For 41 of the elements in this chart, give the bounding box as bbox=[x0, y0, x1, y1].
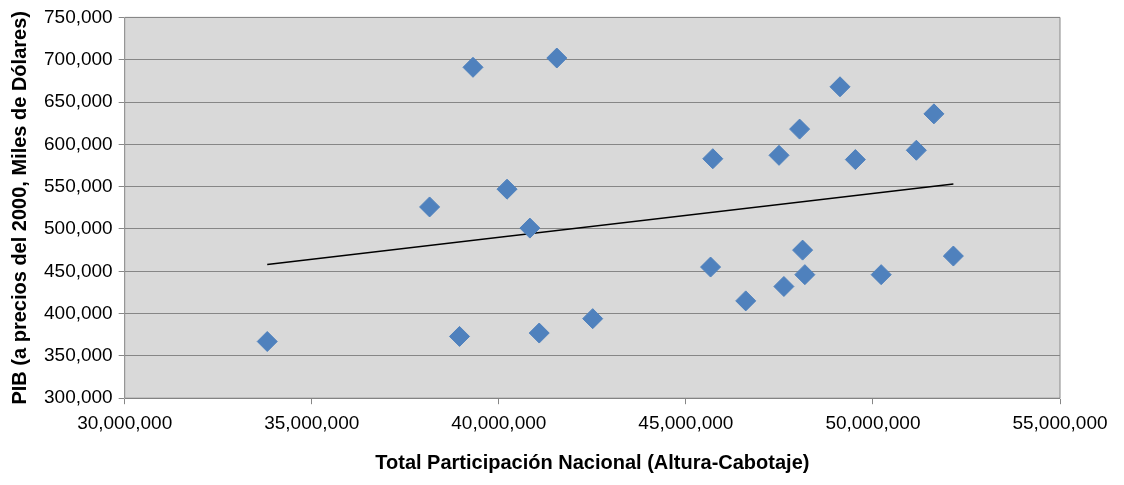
point bbox=[700, 256, 722, 278]
point bbox=[829, 76, 851, 98]
point bbox=[449, 325, 471, 347]
x-axis-title: Total Participación Nacional (Altura-Cabotaje) bbox=[375, 450, 810, 473]
point bbox=[942, 245, 964, 267]
point bbox=[923, 103, 945, 125]
point bbox=[792, 239, 814, 261]
point bbox=[735, 290, 757, 312]
point bbox=[528, 322, 550, 344]
point bbox=[546, 47, 568, 69]
y-tick-label: 600,000 bbox=[43, 132, 113, 154]
y-tick-label: 500,000 bbox=[43, 217, 113, 239]
y-tick-label: 400,000 bbox=[43, 301, 113, 323]
x-tick-label: 45,000,000 bbox=[638, 411, 734, 433]
y-tick-label: 700,000 bbox=[43, 47, 113, 69]
point bbox=[702, 148, 724, 170]
y-tick-label: 350,000 bbox=[43, 344, 113, 366]
x-tick-label: 30,000,000 bbox=[77, 411, 173, 433]
point bbox=[582, 308, 604, 330]
y-tick-label: 750,000 bbox=[43, 5, 113, 27]
x-tick-label: 35,000,000 bbox=[264, 411, 360, 433]
y-tick-label: 650,000 bbox=[43, 90, 113, 112]
x-tick-label: 55,000,000 bbox=[1012, 411, 1108, 433]
point bbox=[256, 331, 278, 352]
point bbox=[768, 144, 790, 166]
y-tick-label: 450,000 bbox=[43, 259, 113, 281]
y-tick-label: 550,000 bbox=[43, 174, 113, 196]
point bbox=[794, 264, 816, 286]
y-tick-label: 300,000 bbox=[43, 386, 113, 408]
point bbox=[773, 276, 795, 297]
point bbox=[496, 178, 518, 200]
x-tick-label: 50,000,000 bbox=[825, 411, 921, 433]
point bbox=[789, 118, 811, 140]
y-axis-title: PIB (a precios del 2000, Miles de Dólares) bbox=[7, 11, 30, 405]
point bbox=[870, 264, 892, 286]
point bbox=[905, 139, 927, 161]
point bbox=[844, 149, 866, 171]
x-tick-label: 40,000,000 bbox=[451, 411, 547, 433]
point bbox=[419, 196, 441, 218]
point bbox=[462, 56, 484, 78]
point bbox=[519, 217, 541, 239]
